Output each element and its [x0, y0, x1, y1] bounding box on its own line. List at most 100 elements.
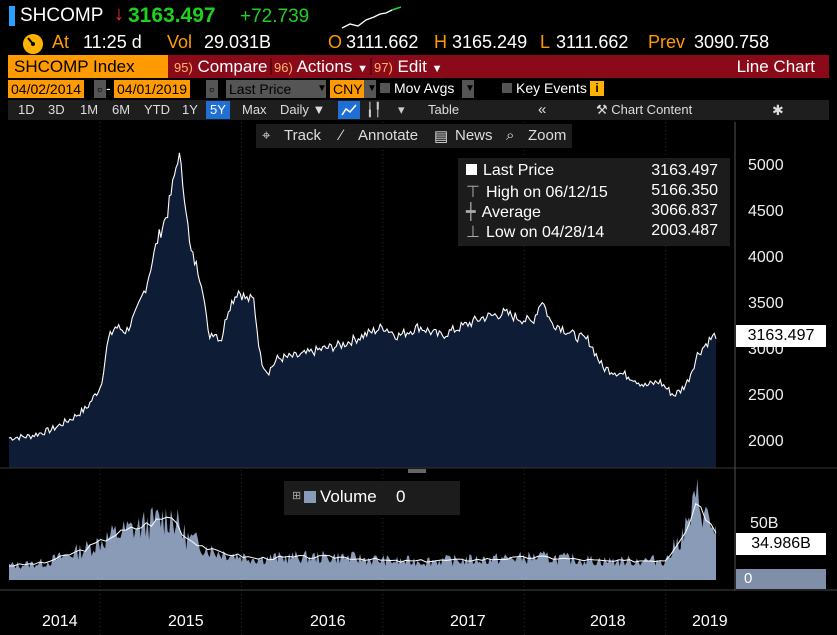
frequency-select[interactable]: Daily ▼ [276, 101, 329, 119]
collapse-icon[interactable]: « [538, 101, 547, 118]
divider [270, 58, 272, 75]
chart-type-label[interactable]: Line Chart [736, 57, 815, 76]
expand-icon[interactable]: ⊞ [292, 490, 302, 502]
open-value: 3111.662 [346, 32, 419, 52]
dropdown-caret-icon[interactable]: ▼ [462, 80, 475, 98]
x-tick-label: 2014 [42, 613, 78, 630]
table-button[interactable]: Table [428, 102, 460, 117]
at-label: At [52, 32, 70, 52]
start-date-field[interactable]: 04/02/2014 [8, 80, 85, 98]
gear-icon[interactable]: ✱ [772, 102, 784, 118]
low-value: 3111.662 [556, 32, 629, 52]
prev-label: Prev [648, 32, 686, 52]
security-tab[interactable]: SHCOMP Index [8, 55, 168, 78]
actions-menu[interactable]: 96) Actions ▼ [274, 55, 368, 78]
low-label: L [540, 32, 551, 52]
volume-swatch [304, 491, 316, 503]
calendar-icon[interactable]: ▫ [94, 80, 106, 98]
legend-high-value: 5166.350 [651, 182, 718, 199]
key-events-label: Key Events [516, 80, 587, 96]
y-tick-label: 4500 [748, 203, 784, 220]
compare-label: Compare [197, 57, 268, 76]
chart-content-icon: ⚒ [596, 102, 608, 117]
key-events-checkbox[interactable] [502, 83, 512, 93]
edit-menu[interactable]: 97) Edit ▼ [374, 55, 442, 78]
volume-label: Volume [320, 487, 377, 506]
volume-legend-value: 0 [396, 487, 406, 506]
end-date-field[interactable]: 04/01/2019 [114, 80, 191, 98]
annotate-button[interactable]: Annotate [358, 127, 419, 144]
high-label: H [434, 32, 447, 52]
volume-area [9, 478, 716, 580]
prev-value: 3090.758 [694, 32, 770, 52]
price-legend: Last Price 3163.497 ⊤ High on 06/12/15 51… [458, 158, 730, 246]
zoom-button[interactable]: Zoom [528, 127, 567, 144]
chart-content-button[interactable]: ⚒ Chart Content [592, 101, 696, 119]
ticker-indicator [9, 6, 15, 26]
date-separator: - [106, 80, 111, 96]
last-price-swatch [466, 164, 477, 175]
calendar-icon[interactable]: ▫ [206, 80, 218, 98]
legend-low-value: 2003.487 [651, 222, 718, 239]
legend-avg-value: 3066.837 [651, 202, 718, 219]
y-tick-label: 2500 [748, 387, 784, 404]
range-5y[interactable]: 5Y [206, 101, 230, 119]
low-marker-icon: ⊥ [466, 224, 480, 241]
dropdown-caret-icon: ▼ [431, 63, 443, 75]
legend-last-label: Last Price [483, 162, 555, 179]
chart-area[interactable] [0, 122, 837, 635]
vol-label: Vol [167, 32, 193, 52]
dropdown-caret-icon[interactable]: ▾ [398, 102, 405, 117]
range-1d[interactable]: 1D [18, 102, 35, 117]
mov-avgs-label: Mov Avgs [394, 80, 455, 96]
zoom-icon: ⌕ [506, 127, 515, 144]
quote-header: SHCOMP ↓ 3163.497 +72.739 [0, 0, 837, 32]
range-ytd[interactable]: YTD [144, 102, 170, 117]
x-tick-label: 2017 [450, 613, 486, 630]
currency-select[interactable]: CNY [330, 80, 364, 98]
mov-avgs-checkbox[interactable] [380, 83, 390, 93]
dropdown-caret-icon: ▼ [312, 102, 326, 117]
divider [370, 58, 372, 75]
y-tick-label: 3500 [748, 295, 784, 312]
field-select[interactable]: Last Price [226, 80, 318, 98]
actions-shortcut: 96) [274, 60, 293, 75]
quote-details: At 11:25 d Vol 29.031B O 3111.662 H 3165… [0, 32, 837, 54]
edit-shortcut: 97) [374, 60, 393, 75]
open-label: O [328, 32, 343, 52]
panel-resize-handle[interactable] [408, 469, 426, 473]
news-button[interactable]: News [455, 127, 493, 144]
compare-shortcut: 95) [174, 60, 193, 75]
range-3d[interactable]: 3D [48, 102, 65, 117]
bar-chart-icon[interactable]: ╽╿ [366, 102, 382, 117]
compare-menu[interactable]: 95) Compare [174, 55, 267, 78]
track-button[interactable]: Track [284, 127, 321, 144]
info-icon[interactable]: i [590, 81, 604, 96]
dropdown-caret-icon[interactable]: ▼ [314, 80, 327, 98]
edit-label: Edit [397, 57, 427, 76]
range-bar: 1D 3D 1M 6M YTD 1Y 5Y Max Daily ▼ ╽╿ ▾ T… [8, 100, 829, 120]
range-1y[interactable]: 1Y [182, 102, 198, 117]
track-icon: ⌖ [262, 127, 271, 144]
current-price-tag: 3163.497 [736, 325, 826, 347]
x-tick-label: 2016 [310, 613, 346, 630]
y-tick-label: 5000 [748, 157, 784, 174]
quote-time: 11:25 d [83, 32, 142, 52]
volume-average-line [8, 502, 717, 567]
annotate-icon: ∕ [340, 127, 343, 144]
price-change: +72.739 [240, 6, 310, 27]
down-arrow-icon: ↓ [114, 3, 124, 25]
x-tick-label: 2018 [590, 613, 626, 630]
line-chart-icon[interactable] [338, 101, 360, 119]
actions-label: Actions [296, 57, 353, 76]
range-1m[interactable]: 1M [80, 102, 99, 117]
range-max[interactable]: Max [242, 102, 267, 117]
volume-axis-label: 50B [750, 515, 779, 532]
legend-high-label: High on 06/12/15 [485, 184, 608, 201]
range-6m[interactable]: 6M [112, 102, 131, 117]
menu-bar: SHCOMP Index 95) Compare 96) Actions ▼ 9… [8, 55, 829, 78]
ticker-symbol[interactable]: SHCOMP [20, 5, 104, 26]
average-marker-icon: ┿ [466, 204, 476, 221]
dropdown-caret-icon[interactable]: ▼ [364, 80, 377, 98]
frequency-label: Daily [280, 102, 309, 117]
